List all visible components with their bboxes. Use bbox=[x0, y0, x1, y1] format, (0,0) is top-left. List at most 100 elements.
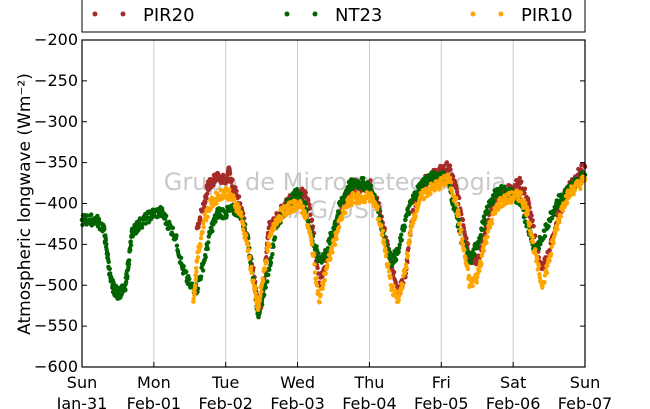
data-point bbox=[302, 209, 308, 214]
series-pir10 bbox=[191, 172, 588, 313]
data-point bbox=[477, 268, 482, 274]
data-point bbox=[393, 257, 399, 263]
plot-background bbox=[82, 40, 585, 367]
x-tick-label-day: Sun bbox=[67, 373, 97, 392]
data-point bbox=[340, 216, 345, 221]
data-point bbox=[526, 201, 532, 207]
data-point bbox=[205, 246, 210, 252]
data-point bbox=[244, 233, 249, 238]
legend-marker bbox=[498, 11, 504, 17]
data-point bbox=[321, 282, 326, 288]
data-point bbox=[213, 219, 218, 224]
legend: PIR20 NT23 PIR10 bbox=[81, 0, 586, 33]
x-tick-label-day: Mon bbox=[137, 373, 171, 392]
data-point bbox=[333, 233, 339, 238]
data-point bbox=[205, 191, 210, 197]
data-point bbox=[241, 222, 246, 228]
legend-marker bbox=[92, 11, 98, 17]
data-point bbox=[264, 259, 269, 264]
data-point bbox=[192, 282, 198, 288]
x-tick-label-date: Feb-01 bbox=[127, 394, 181, 409]
data-point bbox=[327, 252, 332, 257]
legend-label: PIR10 bbox=[521, 5, 573, 26]
data-point bbox=[236, 194, 242, 199]
data-point bbox=[139, 225, 145, 230]
data-point bbox=[297, 194, 303, 200]
data-point bbox=[567, 193, 573, 198]
data-point bbox=[537, 275, 543, 280]
data-point bbox=[388, 274, 393, 279]
data-point bbox=[224, 213, 229, 218]
data-point bbox=[405, 253, 411, 259]
data-point bbox=[272, 235, 278, 240]
data-point bbox=[193, 273, 199, 278]
data-point bbox=[537, 272, 542, 277]
data-point bbox=[419, 192, 424, 197]
data-point bbox=[108, 271, 113, 276]
data-point bbox=[126, 262, 132, 267]
data-point bbox=[209, 177, 215, 182]
data-point bbox=[522, 186, 528, 191]
data-point bbox=[220, 172, 226, 178]
data-point bbox=[306, 198, 311, 203]
data-point bbox=[402, 270, 408, 276]
data-point bbox=[453, 195, 459, 201]
data-point bbox=[544, 270, 550, 275]
data-point bbox=[531, 223, 536, 229]
data-point bbox=[396, 245, 402, 251]
data-point bbox=[564, 200, 570, 206]
data-point bbox=[333, 223, 338, 228]
data-point bbox=[203, 255, 208, 260]
data-point bbox=[381, 237, 387, 243]
data-point bbox=[303, 190, 308, 195]
data-point bbox=[236, 205, 242, 210]
data-point bbox=[383, 246, 388, 251]
data-point bbox=[480, 227, 486, 232]
legend-entry-nt23: NT23 bbox=[284, 5, 382, 26]
data-point bbox=[350, 190, 356, 196]
data-point bbox=[572, 188, 577, 193]
y-tick-label: −450 bbox=[34, 234, 78, 253]
data-point bbox=[441, 170, 446, 175]
data-point bbox=[548, 251, 554, 257]
data-point bbox=[303, 201, 308, 206]
data-point bbox=[309, 238, 314, 243]
data-point bbox=[210, 229, 215, 234]
data-point bbox=[547, 258, 552, 263]
data-point bbox=[376, 216, 382, 222]
data-point bbox=[403, 217, 408, 223]
data-point bbox=[312, 262, 317, 267]
data-point bbox=[406, 246, 411, 251]
data-point bbox=[525, 208, 531, 213]
data-point bbox=[478, 232, 484, 238]
data-point bbox=[536, 246, 542, 251]
data-point bbox=[201, 224, 206, 230]
data-point bbox=[238, 210, 244, 215]
data-point bbox=[545, 263, 550, 268]
data-point bbox=[397, 242, 402, 247]
data-point bbox=[125, 274, 130, 279]
x-tick-label-day: Wed bbox=[280, 373, 315, 392]
y-axis: −200 −250 −300 −350 −400 −450 −500 −550 −600 bbox=[34, 30, 585, 376]
data-point bbox=[123, 287, 128, 293]
data-point bbox=[332, 242, 338, 247]
data-point bbox=[560, 208, 566, 213]
data-point bbox=[269, 232, 274, 237]
data-point bbox=[448, 180, 454, 185]
data-point bbox=[233, 185, 238, 190]
data-point bbox=[465, 263, 470, 268]
data-point bbox=[262, 292, 267, 297]
data-point bbox=[316, 251, 321, 256]
data-point bbox=[204, 218, 209, 223]
data-point bbox=[535, 267, 540, 272]
x-tick-label-date: Feb-05 bbox=[414, 394, 468, 409]
data-point bbox=[391, 283, 396, 288]
data-point bbox=[320, 258, 325, 263]
data-point bbox=[481, 248, 487, 253]
data-point bbox=[195, 255, 201, 260]
legend-marker bbox=[120, 11, 126, 17]
data-point bbox=[368, 178, 373, 183]
y-axis-label: Atmospheric longwave (Wm⁻²) bbox=[15, 73, 35, 335]
x-axis: Sun Jan-31 Mon Feb-01 Tue Feb-02 Wed Feb-03 Thu F… bbox=[56, 362, 612, 409]
